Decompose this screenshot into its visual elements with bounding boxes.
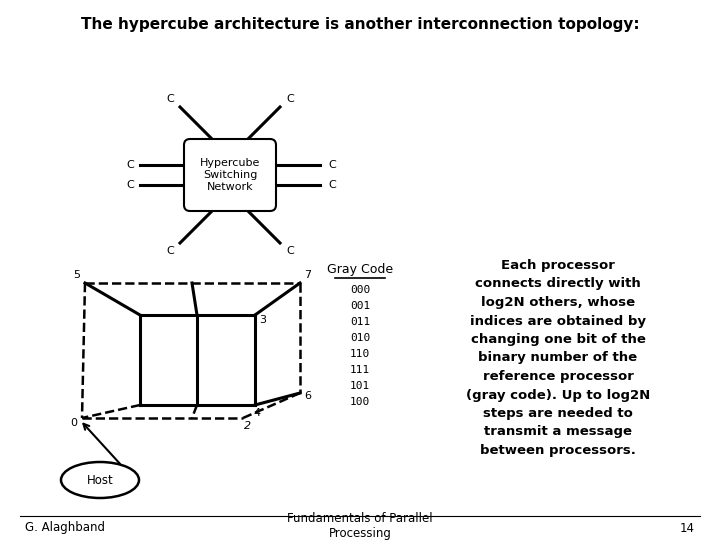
Text: 2: 2 bbox=[244, 421, 251, 431]
Text: 7: 7 bbox=[305, 270, 312, 280]
Text: Hypercube
Switching
Network: Hypercube Switching Network bbox=[200, 158, 260, 192]
Text: Host: Host bbox=[86, 474, 113, 487]
Text: C: C bbox=[328, 160, 336, 170]
Text: C: C bbox=[166, 94, 174, 104]
Ellipse shape bbox=[61, 462, 139, 498]
Text: C: C bbox=[328, 180, 336, 190]
Text: 14: 14 bbox=[680, 522, 695, 535]
Text: C: C bbox=[126, 160, 134, 170]
Text: 0: 0 bbox=[71, 418, 78, 428]
FancyBboxPatch shape bbox=[184, 139, 276, 211]
Text: Fundamentals of Parallel
Processing: Fundamentals of Parallel Processing bbox=[287, 512, 433, 540]
Text: 100: 100 bbox=[350, 397, 370, 407]
Text: 111: 111 bbox=[350, 365, 370, 375]
Text: C: C bbox=[126, 180, 134, 190]
Text: C: C bbox=[286, 94, 294, 104]
Text: 001: 001 bbox=[350, 301, 370, 311]
Text: 101: 101 bbox=[350, 381, 370, 391]
Text: 5: 5 bbox=[73, 270, 81, 280]
Text: 110: 110 bbox=[350, 349, 370, 359]
Text: 010: 010 bbox=[350, 333, 370, 343]
Text: 3: 3 bbox=[259, 315, 266, 325]
Text: Gray Code: Gray Code bbox=[327, 264, 393, 276]
Text: 000: 000 bbox=[350, 285, 370, 295]
Text: 4: 4 bbox=[253, 408, 261, 418]
Text: C: C bbox=[166, 246, 174, 256]
Text: 011: 011 bbox=[350, 317, 370, 327]
Text: Each processor
connects directly with
log2N others, whose
indices are obtained b: Each processor connects directly with lo… bbox=[466, 259, 650, 457]
Text: C: C bbox=[286, 246, 294, 256]
Text: G. Alaghband: G. Alaghband bbox=[25, 522, 105, 535]
Text: 6: 6 bbox=[305, 391, 312, 401]
Text: The hypercube architecture is another interconnection topology:: The hypercube architecture is another in… bbox=[81, 17, 639, 32]
